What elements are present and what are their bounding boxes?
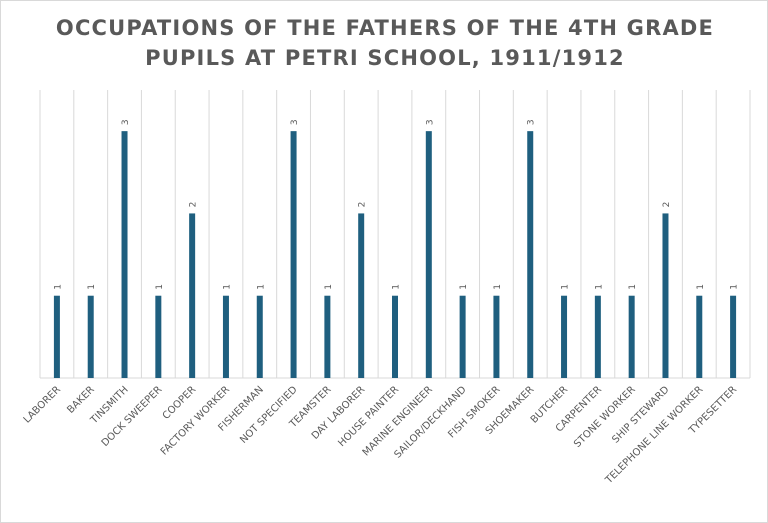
bars: [53, 131, 737, 378]
bar: [358, 213, 365, 378]
x-tick-label: LABORER: [22, 384, 63, 425]
bar: [222, 295, 229, 378]
data-label: 2: [358, 202, 368, 208]
data-label: 1: [628, 284, 638, 290]
bar: [392, 295, 398, 378]
data-label: 3: [527, 119, 537, 125]
x-tick-label: BAKER: [65, 384, 97, 416]
bar: [561, 295, 568, 378]
data-label: 1: [324, 284, 334, 290]
data-label: 1: [696, 284, 706, 290]
data-label: 1: [392, 284, 402, 290]
data-label: 1: [256, 284, 266, 290]
bar: [493, 295, 500, 378]
x-tick-label: STONE WORKER: [572, 384, 638, 450]
data-label: 1: [493, 284, 503, 290]
data-label: 1: [459, 284, 469, 290]
bar: [324, 295, 331, 378]
data-label: 3: [425, 119, 435, 125]
data-label: 3: [121, 119, 131, 125]
bar: [189, 213, 196, 378]
data-label: 1: [53, 284, 63, 290]
bar: [256, 295, 263, 378]
bar: [730, 295, 737, 378]
data-label: 1: [594, 284, 604, 290]
bar: [87, 295, 94, 378]
bar: [662, 213, 669, 378]
x-tick-label: DOCK SWEEPER: [100, 384, 165, 449]
x-tick-label: HOUSE PAINTER: [336, 384, 401, 449]
chart-title: OCCUPATIONS OF THE FATHERS OF THE 4TH GR…: [1, 13, 768, 73]
x-tick-label: SHIP STEWARD: [610, 384, 671, 445]
bar: [290, 131, 297, 378]
data-label: 1: [730, 284, 740, 290]
x-tick-label: NOT SPECIFIED: [238, 384, 300, 446]
data-label: 1: [561, 284, 571, 290]
chart-title-line-1: OCCUPATIONS OF THE FATHERS OF THE 4TH GR…: [55, 16, 715, 40]
bar: [594, 295, 601, 378]
bar: [53, 295, 60, 378]
data-label: 2: [662, 202, 672, 208]
data-label: 1: [155, 284, 165, 290]
gridlines: [39, 90, 751, 379]
bar: [696, 295, 703, 378]
bar: [527, 131, 534, 378]
chart-title-line-2: PUPILS AT PETRI SCHOOL, 1911/1912: [145, 46, 625, 70]
data-labels: 1 1 3 1 2 1 1 3 1 2 1 3 1 1 3 1 1 1 2 1 1: [53, 119, 739, 289]
data-label: 3: [290, 119, 300, 125]
bar: [628, 295, 635, 378]
bar: [121, 131, 128, 378]
bar: [459, 295, 466, 378]
bar: [155, 295, 162, 378]
bar: [425, 131, 432, 378]
data-label: 1: [87, 284, 97, 290]
data-label: 2: [189, 202, 199, 208]
data-label: 1: [222, 284, 232, 290]
